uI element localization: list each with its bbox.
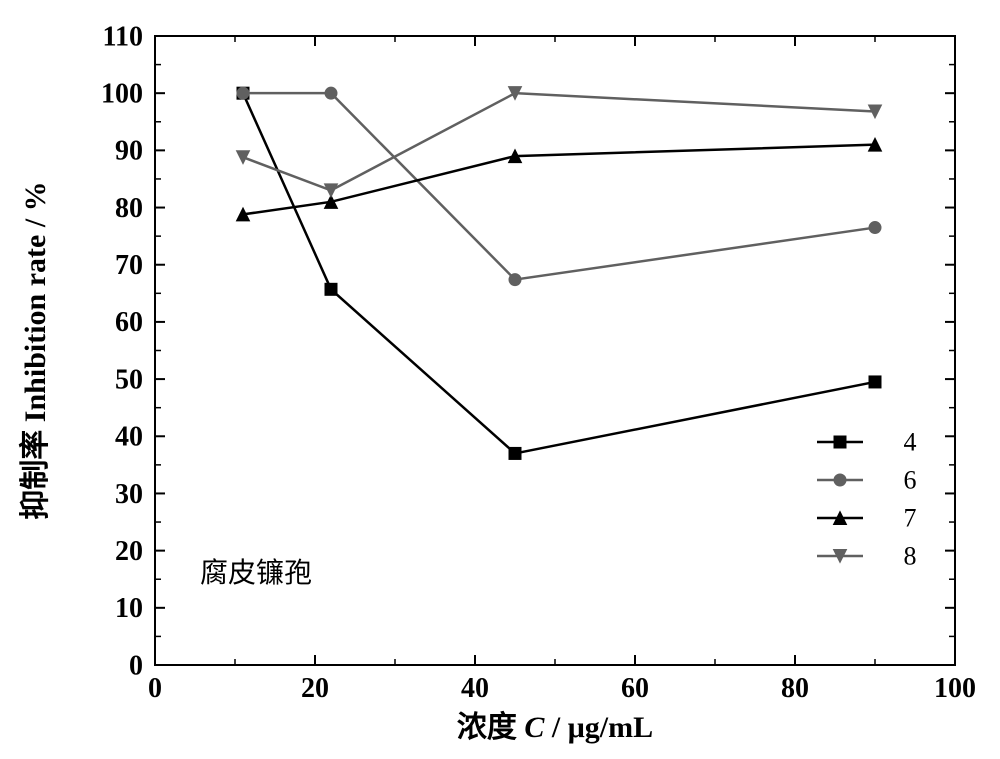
- legend-label-4: 4: [904, 428, 917, 457]
- legend-label-8: 8: [904, 542, 917, 571]
- x-axis-label: 浓度 C / μg/mL: [457, 711, 653, 744]
- annotation-text: 腐皮镰孢: [200, 557, 312, 589]
- svg-text:70: 70: [115, 250, 143, 281]
- svg-text:90: 90: [115, 136, 143, 167]
- svg-text:80: 80: [115, 193, 143, 224]
- svg-text:0: 0: [129, 650, 143, 681]
- svg-text:40: 40: [461, 673, 489, 704]
- legend-label-7: 7: [904, 504, 917, 533]
- svg-text:100: 100: [101, 79, 143, 110]
- legend-label-6: 6: [904, 466, 917, 495]
- chart-container: 0 20 40 60 80 100 0 10 20 30 40 50 60 70 80 90 100 110 浓度 …: [0, 0, 1000, 759]
- svg-text:60: 60: [115, 307, 143, 338]
- svg-text:60: 60: [621, 673, 649, 704]
- svg-text:0: 0: [148, 673, 162, 704]
- svg-text:20: 20: [301, 673, 329, 704]
- svg-text:80: 80: [781, 673, 809, 704]
- line-chart: 0 20 40 60 80 100 0 10 20 30 40 50 60 70 80 90 100 110 浓度 …: [0, 0, 1000, 759]
- y-axis-label: 抑制率 Inhibition rate / %: [19, 181, 52, 519]
- svg-text:20: 20: [115, 536, 143, 567]
- svg-text:30: 30: [115, 479, 143, 510]
- svg-text:50: 50: [115, 364, 143, 395]
- svg-text:40: 40: [115, 422, 143, 453]
- svg-text:10: 10: [115, 593, 143, 624]
- svg-text:100: 100: [934, 673, 976, 704]
- svg-text:110: 110: [103, 21, 143, 52]
